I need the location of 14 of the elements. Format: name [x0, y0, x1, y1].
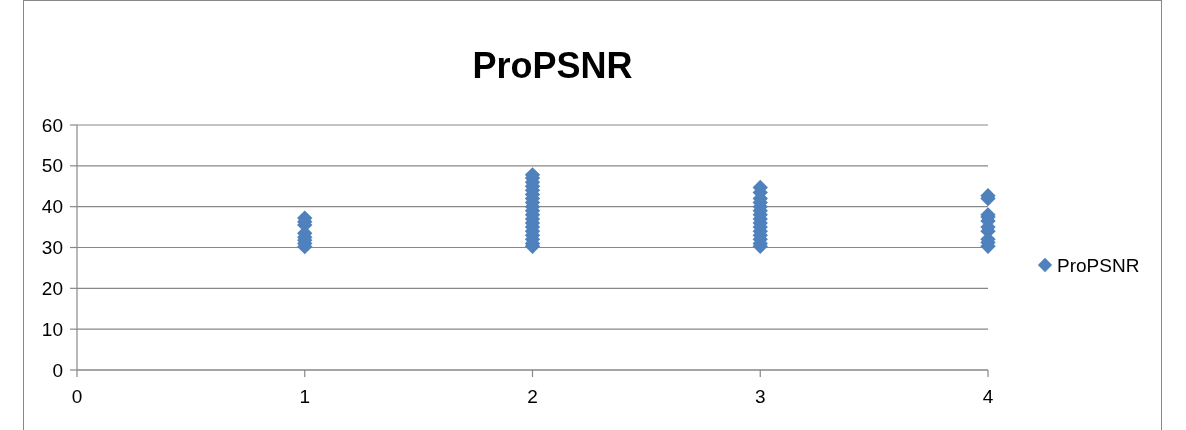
y-tick-label: 20 — [41, 277, 63, 299]
x-tick-label: 0 — [71, 386, 83, 407]
legend-label: ProPSNR — [1057, 254, 1140, 276]
y-tick-label: 40 — [41, 196, 63, 218]
chart-title: ProPSNR — [472, 45, 633, 86]
y-tick-label: 10 — [41, 318, 63, 340]
x-tick-label: 1 — [299, 386, 311, 407]
x-tick-label: 4 — [982, 386, 994, 407]
x-tick-label: 2 — [527, 386, 538, 407]
y-tick-label: 60 — [41, 114, 63, 136]
y-tick-label: 0 — [52, 359, 63, 381]
y-tick-label: 50 — [41, 155, 63, 177]
x-tick-label: 3 — [754, 386, 766, 407]
y-tick-label: 30 — [41, 237, 63, 259]
